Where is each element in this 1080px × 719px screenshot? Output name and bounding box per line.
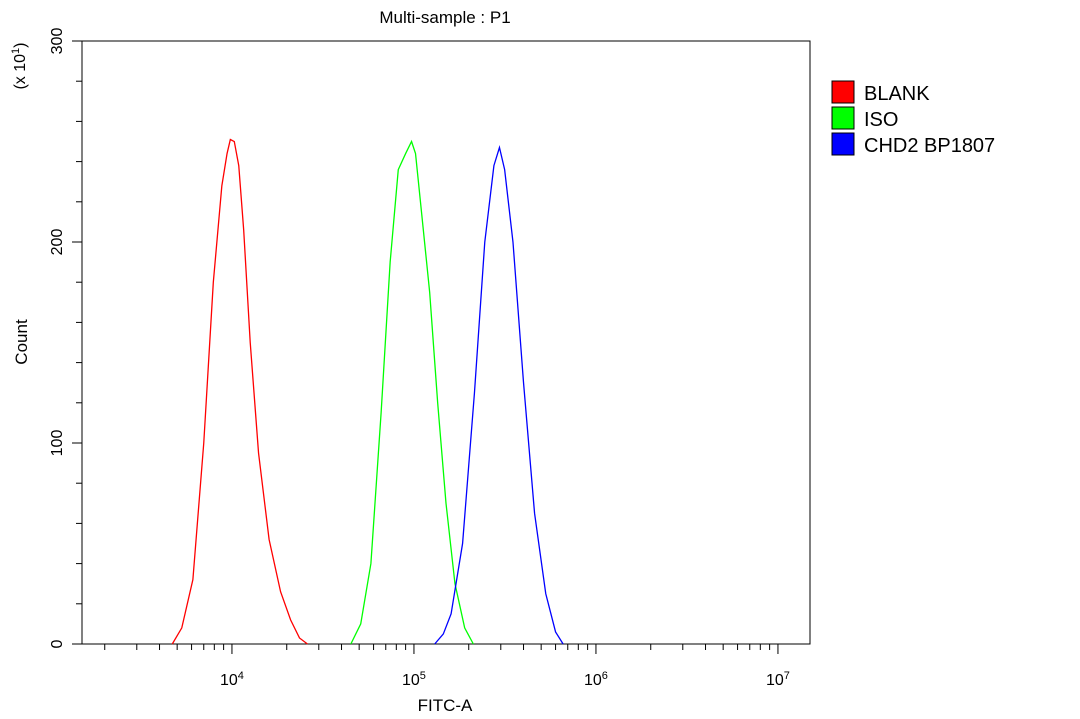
x-axis-label: FITC-A	[418, 696, 473, 715]
y-multiplier-prefix: (x 10	[12, 54, 29, 90]
x-tick-label-2: 106	[584, 670, 608, 689]
y-multiplier-close: )	[12, 42, 29, 47]
y-tick-label-1: 100	[49, 430, 66, 457]
series-layer	[171, 138, 564, 645]
x-tick-base: 10	[402, 672, 420, 689]
series-line-1	[350, 139, 474, 645]
legend-label-2: CHD2 BP1807	[864, 135, 995, 157]
x-tick-exponent: 7	[784, 670, 790, 682]
y-tick-label-0: 0	[49, 639, 66, 648]
x-tick-exponent: 6	[602, 670, 608, 682]
x-tick-base: 10	[584, 672, 602, 689]
x-tick-label-3: 107	[766, 670, 790, 689]
legend-swatch-0	[831, 80, 855, 104]
x-tick-label-1: 105	[402, 670, 426, 689]
y-tick-label-3: 300	[49, 28, 66, 55]
legend: BLANK ISO CHD2 BP1807	[831, 80, 995, 157]
plot-frame	[81, 40, 811, 645]
x-axis: 104 105 106 107	[104, 644, 790, 689]
chart-title: Multi-sample : P1	[379, 8, 510, 27]
y-axis-multiplier: (x 101)	[10, 42, 29, 89]
legend-label-1: ISO	[864, 109, 898, 131]
legend-swatch-1	[831, 106, 855, 130]
series-line-2	[434, 145, 564, 645]
y-axis: 0 100 200 300	[49, 28, 82, 648]
y-tick-label-2: 200	[49, 229, 66, 256]
x-tick-base: 10	[220, 672, 238, 689]
x-tick-exponent: 5	[420, 670, 426, 682]
y-multiplier-exponent: 1	[10, 48, 22, 54]
legend-label-0: BLANK	[864, 83, 930, 105]
y-axis-label: Count	[12, 319, 31, 365]
x-tick-exponent: 4	[238, 670, 244, 682]
x-tick-label-0: 104	[220, 670, 244, 689]
series-line-0	[171, 138, 308, 645]
legend-swatch-2	[831, 132, 855, 156]
x-tick-base: 10	[766, 672, 784, 689]
